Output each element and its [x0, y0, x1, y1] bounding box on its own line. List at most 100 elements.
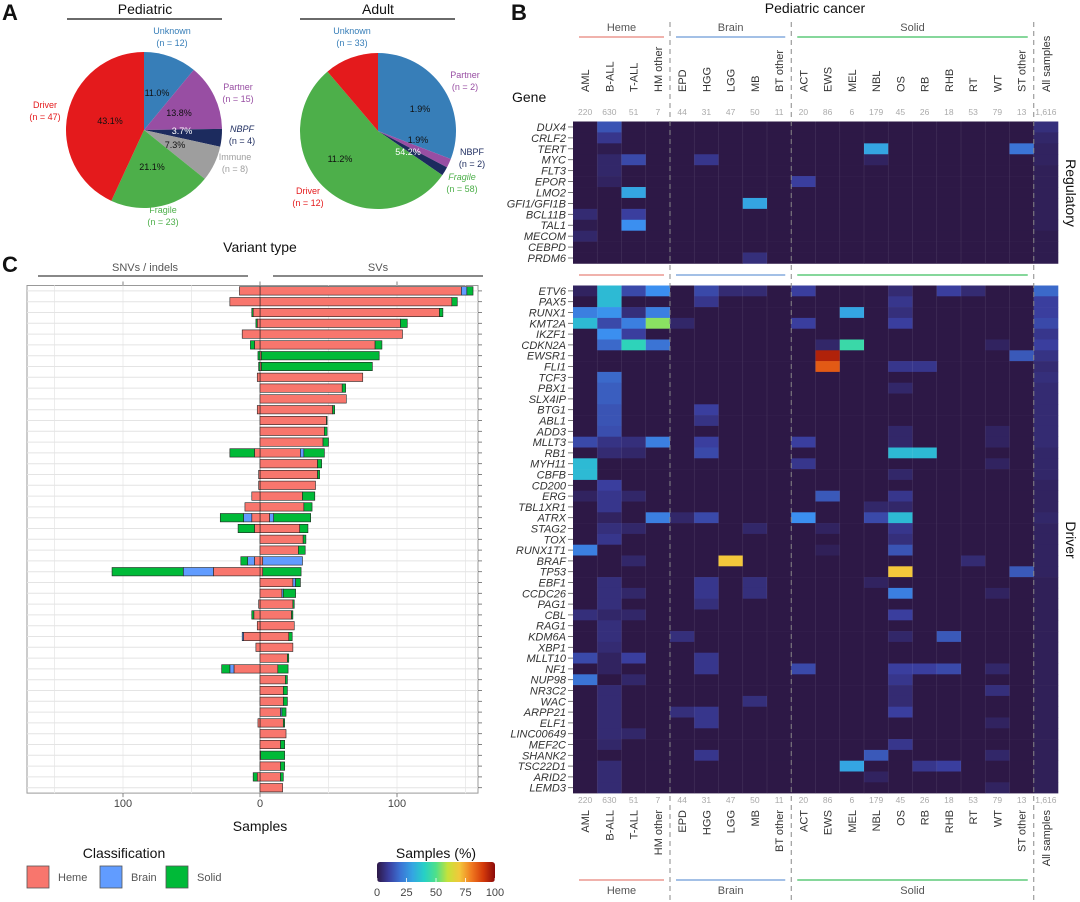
heatmap-cell — [742, 154, 768, 166]
bar-row-ikzf1 — [241, 329, 403, 339]
heatmap-cell — [597, 425, 622, 437]
heatmap-cell — [767, 555, 792, 567]
heatmap-cell — [573, 154, 598, 166]
heatmap-cell — [767, 187, 792, 199]
heatmap-cell — [888, 771, 913, 783]
heatmap-cell — [864, 393, 889, 405]
heatmap-cell — [1009, 663, 1035, 675]
heatmap-cell — [1033, 566, 1059, 578]
bar-row-mllt10 — [259, 653, 290, 663]
heatmap-cell — [742, 512, 768, 524]
heatmap-cell — [645, 458, 671, 470]
heatmap-cell — [985, 197, 1010, 210]
slice-count: (n = 2) — [459, 159, 485, 169]
column-label-bottom: AML — [580, 810, 592, 833]
heatmap-cell — [1033, 165, 1059, 177]
sv-bar-solid — [288, 631, 293, 641]
heatmap-cell — [985, 652, 1010, 664]
heatmap-cell — [670, 436, 695, 448]
heatmap-cell — [912, 328, 938, 340]
heatmap-cell — [742, 782, 768, 794]
heatmap-cell — [742, 187, 768, 199]
heatmap-cell — [936, 197, 962, 210]
gene-label: TERT — [537, 144, 567, 156]
heatmap-cell — [1033, 739, 1059, 751]
heatmap-cell — [694, 609, 719, 621]
heatmap-cell — [888, 641, 913, 653]
bar-row-linc00649 — [259, 729, 287, 739]
heatmap-cell — [767, 587, 792, 599]
heatmap-cell — [767, 641, 792, 653]
bar-row-arid2 — [252, 772, 284, 782]
heatmap-cell — [1033, 350, 1059, 362]
heatmap-cell — [815, 143, 841, 155]
heatmap-cell — [670, 317, 695, 329]
heatmap-cell — [670, 674, 695, 686]
heatmap-row — [573, 361, 1059, 373]
heatmap-cell — [791, 415, 816, 427]
pie-slice-driver — [66, 52, 144, 201]
heatmap-cell — [864, 609, 889, 621]
heatmap-cell — [718, 317, 744, 329]
slice-label: NBPF — [460, 147, 485, 157]
heatmap-cell — [815, 609, 841, 621]
heatmap-cell — [1033, 469, 1059, 481]
sv-bar-solid — [282, 685, 288, 695]
heatmap-cell — [888, 339, 913, 351]
heatmap-cell — [573, 458, 598, 470]
heatmap-cell — [815, 749, 841, 761]
heatmap-cell — [888, 143, 913, 155]
heatmap-row — [573, 663, 1059, 675]
heatmap-cell — [694, 469, 719, 481]
heatmap-cell — [597, 176, 622, 188]
heatmap-cell — [1033, 143, 1059, 155]
heatmap-cell — [912, 749, 938, 761]
heatmap-cell — [621, 328, 647, 340]
sv-label: SVs — [368, 262, 389, 274]
column-count-bottom: 31 — [702, 795, 712, 805]
heatmap-cell — [864, 739, 889, 751]
heatmap-row — [573, 230, 1059, 242]
heatmap-cell — [888, 393, 913, 405]
snv-bar-heme — [241, 329, 261, 339]
heatmap-cell — [888, 404, 913, 416]
heatmap-cell — [1009, 760, 1035, 772]
heatmap-cell — [815, 415, 841, 427]
heatmap-cell — [912, 219, 938, 231]
heatmap-cell — [815, 285, 841, 297]
heatmap-cell — [597, 393, 622, 405]
heatmap-cell — [573, 241, 598, 253]
heatmap-cell — [597, 165, 622, 177]
gene-label: TCF3 — [539, 372, 567, 384]
heatmap-cell — [1009, 187, 1035, 199]
heatmap-cell — [815, 382, 841, 394]
heatmap-cell — [597, 328, 622, 340]
heatmap-cell — [985, 598, 1010, 610]
sv-bar-solid — [291, 610, 294, 620]
heatmap-cell — [864, 382, 889, 394]
x-tick-label: 100 — [388, 798, 406, 810]
sv-bar-heme — [259, 664, 279, 674]
heatmap-cell — [815, 296, 841, 308]
heatmap-cell — [597, 695, 622, 707]
heatmap-cell — [1033, 609, 1059, 621]
heatmap-cell — [694, 458, 719, 470]
heatmap-cell — [888, 555, 913, 567]
heatmap-cell — [961, 415, 986, 427]
heatmap-cell — [694, 501, 719, 513]
heatmap-cell — [597, 663, 622, 675]
heatmap-cell — [791, 533, 816, 545]
heatmap-cell — [912, 296, 938, 308]
heatmap-cell — [985, 760, 1010, 772]
heatmap-cell — [694, 631, 719, 643]
heatmap-row — [573, 121, 1059, 133]
column-count-bottom: 18 — [944, 795, 954, 805]
heatmap-cell — [718, 501, 744, 513]
section-label: Regulatory — [1063, 159, 1079, 227]
heatmap-cell — [815, 739, 841, 751]
bar-row-btg1 — [256, 405, 335, 415]
column-count-bottom: 26 — [920, 795, 930, 805]
heatmap-cell — [985, 749, 1010, 761]
heatmap-cell — [718, 706, 744, 718]
